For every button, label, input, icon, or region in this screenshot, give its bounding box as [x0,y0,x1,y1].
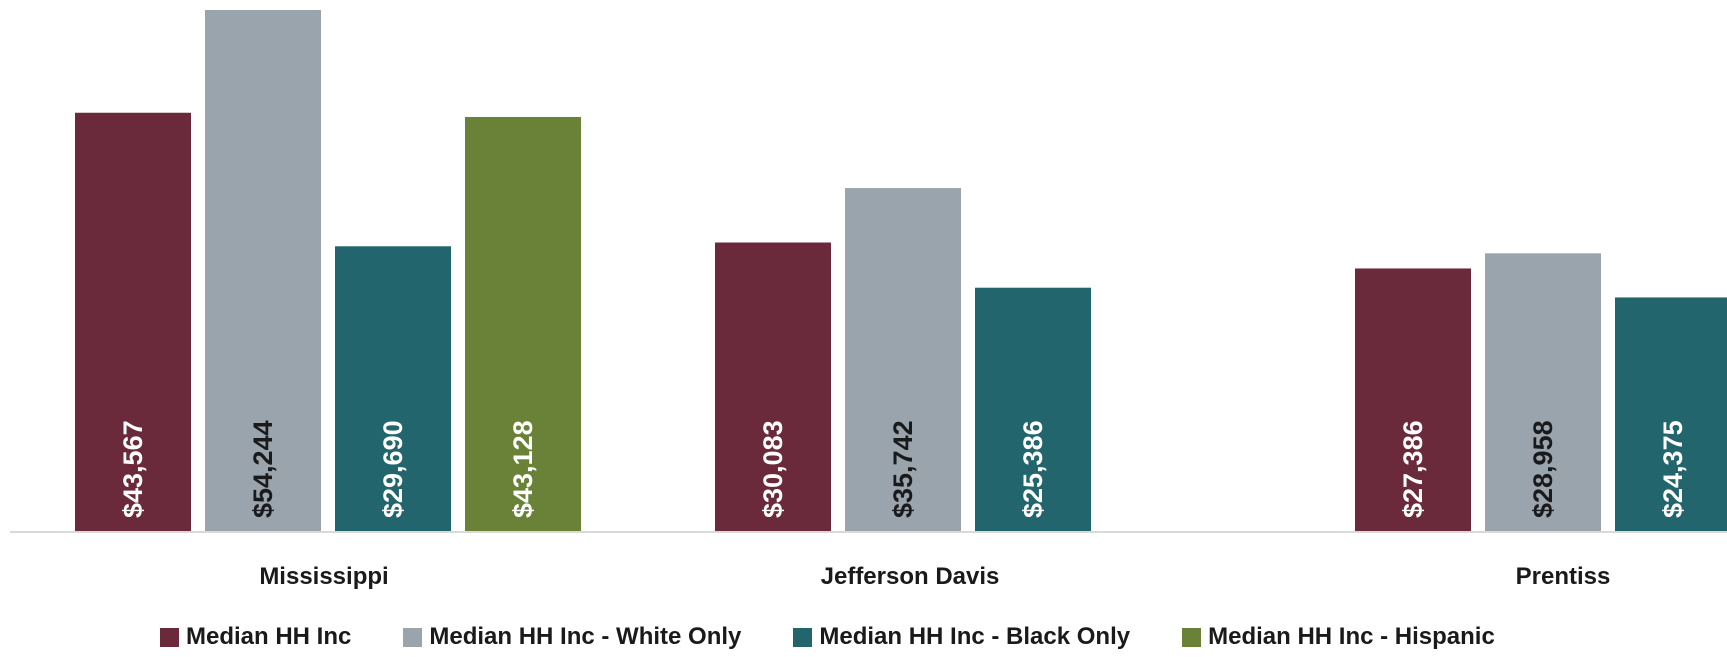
data-label-jefferson-davis-median-hh-inc-black-only: $25,386 [1018,420,1048,518]
legend-item-median-hh-inc: Median HH Inc [160,623,351,651]
legend-label: Median HH Inc - Hispanic [1208,623,1495,650]
legend-item-median-hh-inc-hispanic: Median HH Inc - Hispanic [1182,623,1495,651]
data-label-jefferson-davis-median-hh-inc-white-only: $35,742 [888,420,918,518]
data-label-jefferson-davis-median-hh-inc: $30,083 [758,420,788,518]
data-label-mississippi-median-hh-inc-white-only: $54,244 [248,420,278,518]
category-labels: Mississippi Jefferson Davis Prentiss [259,563,1610,590]
legend: Median HH Inc Median HH Inc - White Only M… [160,623,1547,651]
data-label-mississippi-median-hh-inc-hispanic: $43,128 [508,420,538,518]
bar-mississippi-median-hh-inc-black-only [335,246,451,532]
bar-jefferson-davis-median-hh-inc-black-only [975,287,1091,532]
bar-mississippi-median-hh-inc [75,112,191,532]
bar-prentiss-median-hh-inc [1355,268,1471,532]
legend-swatch [403,627,423,647]
data-label-prentiss-median-hh-inc: $27,386 [1398,420,1428,518]
bar-mississippi-median-hh-inc-hispanic [465,116,581,532]
bar-mississippi-median-hh-inc-white-only [205,10,321,532]
category-label-mississippi: Mississippi [259,563,388,590]
bar-prentiss-median-hh-inc-black-only [1615,297,1727,532]
data-label-prentiss-median-hh-inc-black-only: $24,375 [1658,420,1688,518]
bars-group: $43,567 $54,244 $29,690 $43,128 $30,083 $35,7… [75,10,1727,533]
data-label-prentiss-median-hh-inc-white-only: $28,958 [1528,420,1558,518]
legend-item-median-hh-inc-black-only: Median HH Inc - Black Only [793,623,1130,651]
bar-jefferson-davis-median-hh-inc-white-only [845,188,961,532]
legend-swatch [160,627,179,647]
data-label-mississippi-median-hh-inc: $43,567 [118,420,148,518]
legend-swatch [793,627,813,647]
data-label-mississippi-median-hh-inc-black-only: $29,690 [378,420,408,518]
bar-prentiss-median-hh-inc-white-only [1485,253,1601,532]
bar-jefferson-davis-median-hh-inc [715,242,831,533]
legend-label: Median HH Inc - White Only [429,623,742,650]
legend-label: Median HH Inc - Black Only [819,623,1131,650]
legend-label: Median HH Inc [186,623,352,650]
legend-swatch [1182,627,1202,647]
category-label-prentiss: Prentiss [1516,563,1611,590]
legend-item-median-hh-inc-white-only: Median HH Inc - White Only [403,623,741,651]
category-label-jefferson-davis: Jefferson Davis [821,563,1000,590]
